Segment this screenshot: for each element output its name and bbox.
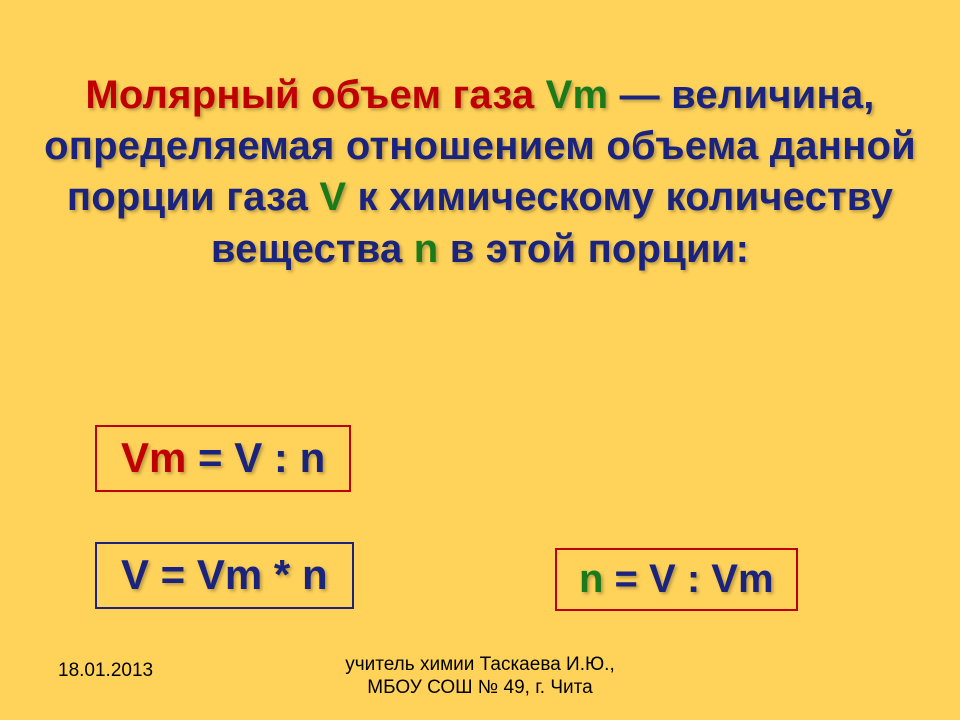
footer-author-line2: МБОУ СОШ № 49, г. Чита bbox=[367, 677, 592, 698]
formula-n: n = V : Vm bbox=[555, 548, 798, 611]
formula-part: V bbox=[234, 434, 262, 481]
formula-v: V = Vm * n bbox=[95, 542, 354, 609]
paragraph-part: Vm bbox=[546, 73, 609, 117]
formula-part: : bbox=[676, 557, 712, 601]
formula-part: n bbox=[300, 434, 326, 481]
definition-paragraph: Молярный объем газа Vm — величина, опред… bbox=[40, 70, 920, 275]
slide: Молярный объем газа Vm — величина, опред… bbox=[0, 0, 960, 720]
footer-author: учитель химии Таскаева И.Ю., МБОУ СОШ № … bbox=[0, 654, 960, 700]
paragraph-part: Молярный объем газа bbox=[85, 73, 545, 117]
formula-part: : bbox=[262, 434, 299, 481]
paragraph-part: V bbox=[319, 175, 346, 219]
paragraph-part: n bbox=[414, 227, 439, 271]
formula-vm: Vm = V : n bbox=[95, 425, 351, 492]
paragraph-part: в этой порции: bbox=[438, 227, 749, 271]
formula-part: * bbox=[262, 551, 302, 598]
formula-part: = bbox=[149, 551, 197, 598]
formula-part: Vm bbox=[197, 551, 262, 598]
formula-part: = bbox=[603, 557, 649, 601]
formula-part: n bbox=[302, 551, 328, 598]
formula-part: n bbox=[579, 557, 603, 601]
formula-part: = bbox=[186, 434, 234, 481]
formula-part: V bbox=[121, 551, 149, 598]
formula-part: Vm bbox=[711, 557, 773, 601]
formula-part: V bbox=[649, 557, 676, 601]
footer-author-line1: учитель химии Таскаева И.Ю., bbox=[345, 654, 614, 675]
formula-part: Vm bbox=[121, 434, 186, 481]
